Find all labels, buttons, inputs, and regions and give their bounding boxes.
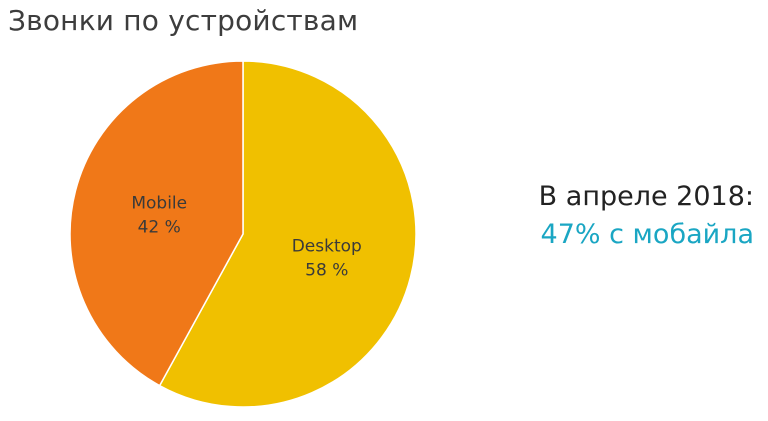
callout-mobile-share: 47% с мобайла [540, 219, 754, 250]
slice-label-desktop: Desktop [292, 237, 362, 257]
slice-value-mobile: 42 % [138, 217, 181, 237]
callout: В апреле 2018: 47% с мобайла [539, 178, 754, 254]
pie-slice-desktop [158, 60, 417, 408]
slice-label-mobile: Mobile [131, 193, 187, 213]
chart-title: Звонки по устройствам [8, 4, 359, 37]
slice-value-desktop: 58 % [305, 261, 348, 281]
callout-date-label: В апреле 2018: [538, 181, 754, 212]
pie-slice-mobile [69, 60, 244, 387]
